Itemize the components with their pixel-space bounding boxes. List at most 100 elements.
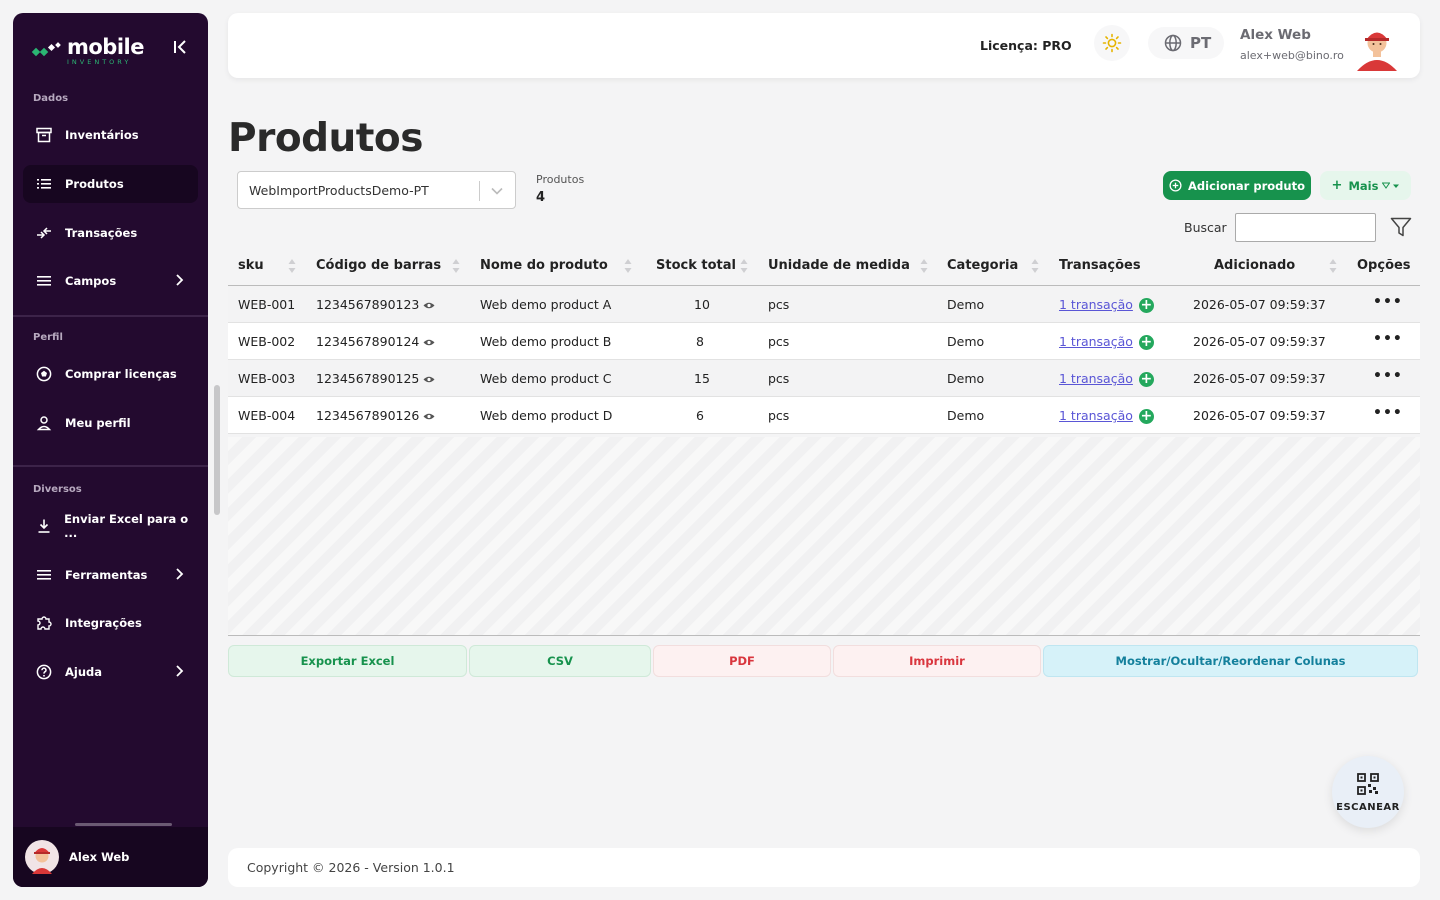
column-header-category[interactable]: Categoria bbox=[947, 258, 1019, 273]
search-input[interactable] bbox=[1235, 213, 1376, 242]
sidebar-item-campos[interactable]: Campos bbox=[23, 262, 198, 300]
sort-icon[interactable] bbox=[624, 258, 632, 274]
add-product-button[interactable]: Adicionar produto bbox=[1163, 171, 1311, 200]
page-scrollbar[interactable] bbox=[214, 385, 220, 515]
eye-icon[interactable] bbox=[423, 412, 435, 421]
add-transaction-icon[interactable]: + bbox=[1138, 297, 1154, 313]
cell-barcode: 1234567890123 bbox=[316, 297, 435, 312]
brand-logo[interactable]: mobile INVENTORY bbox=[31, 31, 144, 71]
scan-button[interactable]: ESCANEAR bbox=[1332, 756, 1404, 828]
add-transaction-icon[interactable]: + bbox=[1138, 371, 1154, 387]
row-options-icon[interactable]: ••• bbox=[1373, 331, 1403, 347]
scan-label: ESCANEAR bbox=[1336, 801, 1400, 813]
sidebar-item-transacoes[interactable]: Transações bbox=[23, 214, 198, 252]
avatar[interactable] bbox=[1353, 21, 1401, 71]
eye-icon[interactable] bbox=[423, 375, 435, 384]
page-title: Produtos bbox=[228, 116, 423, 161]
barcode-value: 1234567890124 bbox=[316, 334, 420, 349]
table-row[interactable]: WEB-002 1234567890124 Web demo product B… bbox=[228, 323, 1420, 360]
sidebar-item-enviar-excel[interactable]: Enviar Excel para o ... bbox=[23, 507, 198, 545]
sidebar-user[interactable]: Alex Web bbox=[13, 827, 208, 887]
cell-unit: pcs bbox=[768, 408, 790, 423]
row-options-icon[interactable]: ••• bbox=[1373, 368, 1403, 384]
eye-icon[interactable] bbox=[423, 338, 435, 347]
cell-sku: WEB-002 bbox=[238, 334, 296, 349]
language-selector[interactable]: PT bbox=[1148, 27, 1224, 59]
transfer-icon bbox=[35, 224, 53, 242]
sort-icon[interactable] bbox=[288, 258, 296, 274]
barcode-value: 1234567890123 bbox=[316, 297, 420, 312]
cell-barcode: 1234567890126 bbox=[316, 408, 435, 423]
product-count-value: 4 bbox=[536, 190, 546, 205]
sort-icon[interactable] bbox=[1031, 258, 1039, 274]
export-pdf-button[interactable]: PDF bbox=[653, 645, 831, 677]
table-row[interactable]: WEB-001 1234567890123 Web demo product A… bbox=[228, 286, 1420, 323]
header-user-email: alex+web@bino.ro bbox=[1240, 49, 1344, 62]
user-icon bbox=[35, 414, 53, 432]
section-label-diversos: Diversos bbox=[33, 484, 82, 495]
cell-transactions: 1 transação + bbox=[1059, 334, 1154, 350]
transactions-link[interactable]: 1 transação bbox=[1059, 408, 1133, 423]
eye-icon[interactable] bbox=[423, 301, 435, 310]
cell-unit: pcs bbox=[768, 334, 790, 349]
sidebar-item-integracoes[interactable]: Integrações bbox=[23, 604, 198, 642]
sort-icon[interactable] bbox=[452, 258, 460, 274]
sort-icon[interactable] bbox=[740, 258, 748, 274]
sidebar-item-label: Ferramentas bbox=[65, 568, 148, 582]
transactions-link[interactable]: 1 transação bbox=[1059, 297, 1133, 312]
sidebar-scrollbar[interactable] bbox=[75, 823, 172, 826]
theme-toggle-button[interactable] bbox=[1094, 25, 1130, 61]
inventory-select[interactable]: WebImportProductsDemo-PT bbox=[237, 171, 516, 209]
brand-name: mobile bbox=[67, 34, 144, 59]
license-label: Licença: PRO bbox=[980, 38, 1072, 53]
cell-added: 2026-05-07 09:59:37 bbox=[1193, 297, 1326, 312]
row-options-icon[interactable]: ••• bbox=[1373, 405, 1403, 421]
brand-tagline: INVENTORY bbox=[67, 57, 132, 66]
more-dropdown-button[interactable]: + Mais bbox=[1320, 171, 1411, 200]
column-header-added[interactable]: Adicionado bbox=[1214, 258, 1296, 273]
cell-added: 2026-05-07 09:59:37 bbox=[1193, 371, 1326, 386]
transactions-link[interactable]: 1 transação bbox=[1059, 334, 1133, 349]
plus-circle-icon bbox=[1169, 179, 1182, 192]
sort-icon[interactable] bbox=[1329, 258, 1337, 274]
more-label: Mais bbox=[1348, 178, 1379, 193]
filter-icon[interactable] bbox=[1390, 216, 1412, 238]
sidebar-item-produtos[interactable]: Produtos bbox=[23, 165, 198, 203]
sidebar-item-label: Comprar licenças bbox=[65, 367, 177, 381]
sidebar-item-label: Campos bbox=[65, 274, 117, 288]
cell-stock: 10 bbox=[694, 297, 710, 312]
sidebar-item-inventarios[interactable]: Inventários bbox=[23, 116, 198, 154]
column-header-sku[interactable]: sku bbox=[238, 258, 264, 273]
sidebar-item-meu-perfil[interactable]: Meu perfil bbox=[23, 404, 198, 442]
help-icon bbox=[35, 663, 53, 681]
header-user-name[interactable]: Alex Web bbox=[1240, 27, 1311, 43]
add-transaction-icon[interactable]: + bbox=[1138, 334, 1154, 350]
column-header-unit[interactable]: Unidade de medida bbox=[768, 258, 910, 273]
print-button[interactable]: Imprimir bbox=[833, 645, 1041, 677]
export-excel-button[interactable]: Exportar Excel bbox=[228, 645, 467, 677]
language-code: PT bbox=[1190, 34, 1212, 52]
copyright-text: Copyright © 2026 - Version 1.0.1 bbox=[247, 860, 455, 875]
export-csv-button[interactable]: CSV bbox=[469, 645, 651, 677]
column-visibility-button[interactable]: Mostrar/Ocultar/Reordenar Colunas bbox=[1043, 645, 1418, 677]
filter-small-icon bbox=[1382, 182, 1391, 189]
transactions-link[interactable]: 1 transação bbox=[1059, 371, 1133, 386]
sort-icon[interactable] bbox=[920, 258, 928, 274]
sidebar-item-comprar-licencas[interactable]: Comprar licenças bbox=[23, 355, 198, 393]
column-header-barcode[interactable]: Código de barras bbox=[316, 258, 442, 273]
column-header-product-name[interactable]: Nome do produto bbox=[480, 258, 608, 273]
cell-category: Demo bbox=[947, 334, 985, 349]
inventory-select-value: WebImportProductsDemo-PT bbox=[249, 182, 429, 198]
sidebar-item-ferramentas[interactable]: Ferramentas bbox=[23, 556, 198, 594]
cell-sku: WEB-004 bbox=[238, 408, 296, 423]
add-transaction-icon[interactable]: + bbox=[1138, 408, 1154, 424]
list-icon bbox=[35, 175, 53, 193]
table-row[interactable]: WEB-003 1234567890125 Web demo product C… bbox=[228, 360, 1420, 397]
sidebar-item-label: Integrações bbox=[65, 616, 142, 630]
sidebar-item-ajuda[interactable]: Ajuda bbox=[23, 653, 198, 691]
row-options-icon[interactable]: ••• bbox=[1373, 294, 1403, 310]
collapse-sidebar-icon[interactable] bbox=[171, 37, 191, 57]
column-header-stock[interactable]: Stock total bbox=[656, 258, 736, 273]
table-row[interactable]: WEB-004 1234567890126 Web demo product D… bbox=[228, 397, 1420, 434]
sun-icon bbox=[1102, 33, 1122, 53]
